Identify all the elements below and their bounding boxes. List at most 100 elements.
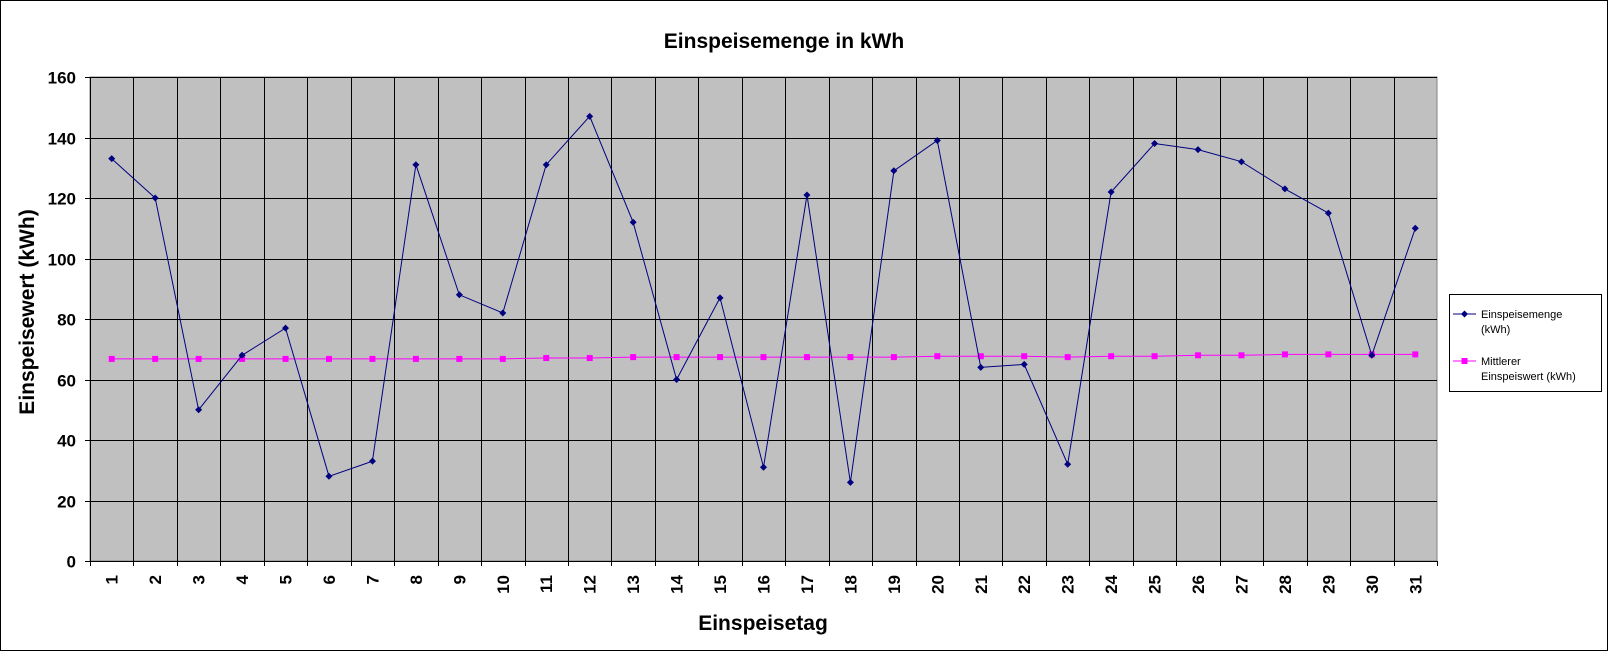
data-point-series-1	[1020, 360, 1028, 368]
x-tick-label: 23	[1059, 575, 1078, 594]
legend-marker-series-2	[1461, 358, 1468, 364]
data-point-series-1	[368, 457, 376, 465]
data-point-series-2	[890, 354, 897, 361]
legend-label-series-1: (kWh)	[1481, 324, 1510, 336]
x-tick-label: 17	[798, 575, 817, 594]
data-point-series-1	[108, 155, 116, 163]
x-tick-label: 16	[755, 575, 774, 594]
legend-label-series-1: Einspeisemenge	[1481, 309, 1562, 321]
data-point-series-2	[586, 355, 593, 362]
y-axis-title: Einspeisewert (kWh)	[16, 209, 39, 414]
data-point-series-2	[239, 355, 246, 362]
data-point-series-2	[803, 354, 810, 361]
x-tick-label: 29	[1319, 575, 1338, 594]
data-point-series-1	[151, 194, 159, 202]
data-point-series-2	[1021, 353, 1028, 360]
data-point-series-1	[455, 291, 463, 299]
data-point-series-2	[1064, 354, 1071, 361]
data-point-series-2	[456, 355, 463, 362]
x-tick-label: 6	[320, 575, 339, 584]
data-point-series-1	[586, 112, 594, 120]
data-point-series-1	[238, 351, 246, 359]
data-point-series-2	[977, 353, 984, 360]
x-tick-label: 5	[277, 575, 296, 584]
x-tick-label: 31	[1406, 575, 1425, 594]
data-point-series-1	[282, 324, 290, 332]
data-point-series-2	[1281, 351, 1288, 358]
x-tick-label: 25	[1146, 575, 1165, 594]
data-point-series-1	[542, 161, 550, 169]
data-point-series-1	[499, 309, 507, 317]
x-tick-label: 28	[1276, 575, 1295, 594]
x-tick-label: 10	[494, 575, 513, 594]
x-tick-label: 3	[190, 575, 209, 584]
data-point-series-1	[629, 218, 637, 226]
y-tick-label: 0	[67, 553, 76, 572]
data-point-series-2	[282, 355, 289, 362]
x-tick-label: 22	[1015, 575, 1034, 594]
x-tick-label: 11	[537, 575, 556, 593]
x-tick-label: 2	[146, 575, 165, 584]
data-point-series-2	[543, 355, 550, 362]
x-tick-label: 13	[624, 575, 643, 594]
legend: Einspeisemenge (kWh) Mittlerer Einspeiswert…	[1449, 294, 1602, 392]
data-point-series-2	[847, 354, 854, 361]
y-tick-label: 80	[57, 311, 76, 330]
data-point-series-1	[1194, 146, 1202, 154]
x-tick-label: 26	[1189, 575, 1208, 594]
data-point-series-2	[1412, 351, 1419, 358]
data-point-series-2	[1151, 353, 1158, 360]
data-point-series-2	[717, 354, 724, 361]
data-point-series-2	[108, 355, 115, 362]
x-tick-label: 15	[711, 575, 730, 594]
data-point-series-2	[1108, 353, 1115, 360]
data-point-series-2	[369, 355, 376, 362]
data-point-series-1	[673, 376, 681, 383]
data-point-series-1	[933, 137, 941, 145]
data-point-series-2	[195, 355, 202, 362]
data-point-series-1	[325, 472, 333, 480]
data-point-series-2	[673, 354, 680, 361]
x-axis-title: Einspeisetag	[698, 612, 828, 635]
x-tick-label: 9	[450, 575, 469, 584]
x-tick-label: 8	[407, 575, 426, 584]
data-point-series-1	[1281, 185, 1289, 193]
x-tick-label: 14	[668, 574, 687, 593]
x-tick-label: 12	[581, 575, 600, 594]
y-tick-label: 40	[57, 432, 76, 451]
x-tick-label: 27	[1232, 575, 1251, 594]
data-point-series-1	[846, 478, 854, 486]
chart-title: Einspeisemenge in kWh	[664, 30, 904, 53]
y-tick-label: 160	[48, 69, 76, 88]
x-tick-label: 30	[1363, 575, 1382, 594]
data-point-series-1	[1064, 460, 1072, 468]
data-point-series-1	[1324, 209, 1332, 217]
data-point-series-1	[716, 294, 724, 302]
y-tick-label: 60	[57, 372, 76, 391]
x-tick-label: 21	[972, 575, 991, 594]
y-tick-label: 120	[48, 190, 76, 209]
data-point-series-2	[760, 354, 767, 361]
y-tick-label: 140	[48, 130, 76, 149]
x-tick-label: 7	[363, 575, 382, 584]
data-point-series-1	[412, 161, 420, 169]
data-point-series-2	[412, 355, 419, 362]
data-point-series-1	[1151, 140, 1159, 148]
y-tick-label: 20	[57, 493, 76, 512]
x-tick-label: 4	[233, 574, 252, 584]
x-tick-label: 20	[928, 575, 947, 594]
x-tick-label: 24	[1102, 574, 1121, 593]
data-point-series-1	[977, 363, 985, 371]
data-point-series-2	[325, 355, 332, 362]
data-point-series-1	[760, 463, 767, 471]
data-point-series-2	[934, 353, 941, 360]
data-point-series-2	[1238, 352, 1245, 359]
x-tick-label: 19	[885, 575, 904, 594]
x-tick-label: 1	[103, 575, 122, 584]
data-point-series-2	[1195, 352, 1202, 359]
data-point-series-1	[1237, 158, 1245, 166]
data-point-series-2	[630, 354, 637, 361]
legend-box	[1449, 294, 1602, 392]
